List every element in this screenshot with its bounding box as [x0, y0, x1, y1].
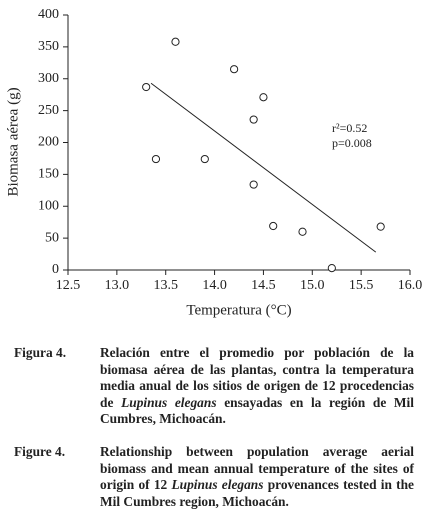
x-tick-label: 15.5: [349, 278, 374, 293]
data-point: [142, 82, 151, 92]
x-axis-label: Temperatura (°C): [186, 302, 291, 318]
annotation: r²=0.52: [332, 121, 367, 135]
y-tick-label: 250: [38, 103, 59, 118]
x-tick-label: 15.0: [300, 278, 325, 293]
x-tick-label: 14.5: [251, 278, 276, 293]
caption-part: ensayadas en la región de Mil Cumbres, M…: [100, 394, 415, 427]
x-tick-label: 13.5: [153, 278, 178, 293]
chart: Temperatura (°C) Biomasa aérea (g) r²=0.…: [5, 7, 423, 318]
data-point: [249, 180, 258, 189]
caption-text: Relación entre el promedio por población…: [100, 345, 414, 428]
x-tick-label: 16.0: [398, 278, 423, 293]
caption: Figura 4. Relación entre el promedio por…: [14, 345, 414, 428]
data-point: [269, 221, 278, 231]
caption-label: Figure 4.: [14, 444, 66, 459]
caption-species: Lupinus elegans: [171, 477, 264, 492]
annotation: p=0.008: [332, 136, 372, 150]
y-tick-label: 0: [52, 262, 59, 277]
y-tick-label: 300: [38, 71, 59, 86]
caption-label: Figura 4.: [14, 345, 67, 360]
data-point: [200, 154, 209, 164]
y-tick-label: 100: [38, 198, 59, 213]
caption-part: provenances tested in the Mil Cumbres re…: [100, 477, 415, 509]
data-point: [298, 227, 307, 236]
caption-part: Relación entre el promedio por población…: [100, 345, 414, 410]
x-tick-label: 12.5: [56, 278, 81, 293]
trend-line: [150, 82, 377, 253]
data-point: [259, 93, 268, 102]
caption: Figure 4. Relationship between populatio…: [14, 444, 414, 510]
y-tick-label: 150: [38, 167, 59, 182]
data-point: [327, 263, 336, 273]
caption-part: Relationship between population average …: [100, 444, 414, 492]
data-point: [151, 154, 161, 164]
data-point: [376, 222, 385, 231]
y-tick-label: 200: [38, 135, 59, 150]
y-tick-label: 350: [38, 39, 59, 54]
data-point: [171, 37, 180, 46]
data-point: [249, 115, 258, 124]
caption-text: Relationship between population average …: [100, 444, 414, 510]
caption-species: Lupinus elegans: [121, 394, 217, 410]
y-axis-label: Biomasa aérea (g): [5, 87, 21, 196]
x-tick-label: 13.0: [105, 278, 130, 293]
data-point: [230, 65, 239, 74]
x-tick-label: 14.0: [202, 278, 227, 293]
y-tick-label: 50: [45, 230, 59, 245]
y-tick-label: 400: [38, 7, 59, 22]
